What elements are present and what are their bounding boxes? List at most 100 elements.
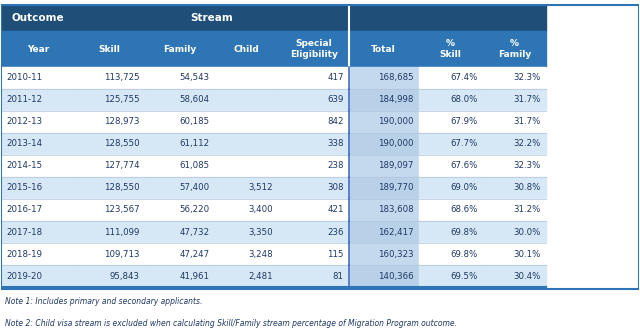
Bar (215, 177, 278, 199)
Bar (278, 133, 349, 155)
Bar (145, 177, 215, 199)
Text: 115: 115 (327, 250, 344, 259)
Text: 236: 236 (327, 228, 344, 237)
Bar (145, 155, 215, 177)
Text: 109,713: 109,713 (104, 250, 140, 259)
Text: 2019-20: 2019-20 (6, 272, 42, 281)
Bar (75, 5, 349, 32)
Text: 2018-19: 2018-19 (6, 250, 42, 259)
Bar (419, 133, 483, 155)
Bar (483, 221, 546, 243)
Bar (278, 89, 349, 111)
Bar (1, 199, 75, 221)
Text: 189,770: 189,770 (378, 184, 413, 192)
Text: 128,550: 128,550 (104, 184, 140, 192)
Text: 61,085: 61,085 (180, 162, 210, 170)
Bar (75, 221, 145, 243)
Text: 68.0%: 68.0% (450, 95, 477, 104)
Text: 69.0%: 69.0% (450, 184, 477, 192)
Bar (419, 243, 483, 265)
Text: Note 1: Includes primary and secondary applicants.: Note 1: Includes primary and secondary a… (4, 297, 202, 306)
Bar (419, 89, 483, 111)
Text: 2010-11: 2010-11 (6, 73, 43, 82)
Bar (278, 199, 349, 221)
Bar (419, 67, 483, 89)
Text: 68.6%: 68.6% (450, 206, 477, 215)
Text: 183,608: 183,608 (378, 206, 413, 215)
Bar (1, 111, 75, 133)
Bar (75, 265, 145, 287)
Bar (1, 5, 75, 32)
Text: 67.6%: 67.6% (450, 162, 477, 170)
Bar (75, 199, 145, 221)
Bar (215, 243, 278, 265)
Bar (349, 89, 419, 111)
Bar (145, 111, 215, 133)
Text: 127,774: 127,774 (104, 162, 140, 170)
Text: Child: Child (234, 45, 260, 54)
Bar (419, 111, 483, 133)
Text: 67.9%: 67.9% (450, 117, 477, 126)
Bar (145, 221, 215, 243)
Text: 190,000: 190,000 (378, 139, 413, 148)
Text: 168,685: 168,685 (378, 73, 413, 82)
Bar (215, 67, 278, 89)
Text: 69.8%: 69.8% (450, 228, 477, 237)
Bar (349, 243, 419, 265)
Text: %
Skill: % Skill (440, 39, 461, 59)
Text: 238: 238 (327, 162, 344, 170)
Bar (278, 221, 349, 243)
Bar (145, 133, 215, 155)
Text: Total: Total (371, 45, 396, 54)
Text: 2016-17: 2016-17 (6, 206, 43, 215)
Bar (278, 155, 349, 177)
Bar (419, 199, 483, 221)
Bar (75, 111, 145, 133)
Bar (349, 111, 419, 133)
Bar (75, 243, 145, 265)
Bar (215, 221, 278, 243)
Bar (483, 155, 546, 177)
Text: 69.5%: 69.5% (450, 272, 477, 281)
Bar (483, 111, 546, 133)
Bar (75, 177, 145, 199)
Bar (215, 265, 278, 287)
Bar (145, 265, 215, 287)
Text: 189,097: 189,097 (378, 162, 413, 170)
Bar (278, 177, 349, 199)
Text: 54,543: 54,543 (180, 73, 210, 82)
Bar (349, 67, 419, 89)
Bar (349, 177, 419, 199)
Bar (145, 199, 215, 221)
Bar (278, 243, 349, 265)
Bar (1, 265, 75, 287)
Text: Outcome: Outcome (12, 13, 65, 23)
Bar (278, 265, 349, 287)
Bar (419, 177, 483, 199)
Bar (215, 199, 278, 221)
Bar (349, 155, 419, 177)
Text: 128,973: 128,973 (104, 117, 140, 126)
Text: 184,998: 184,998 (378, 95, 413, 104)
Bar (278, 111, 349, 133)
Text: 57,400: 57,400 (180, 184, 210, 192)
Text: 30.8%: 30.8% (514, 184, 541, 192)
Text: 32.2%: 32.2% (514, 139, 541, 148)
Bar (483, 89, 546, 111)
Bar (1, 221, 75, 243)
Bar (349, 5, 419, 32)
Bar (349, 199, 419, 221)
Text: 32.3%: 32.3% (514, 162, 541, 170)
Text: Special
Eligibility: Special Eligibility (290, 39, 337, 59)
Text: 421: 421 (327, 206, 344, 215)
Text: 2015-16: 2015-16 (6, 184, 43, 192)
Text: 417: 417 (327, 73, 344, 82)
Text: 61,112: 61,112 (180, 139, 210, 148)
Bar (483, 5, 546, 32)
Bar (1, 133, 75, 155)
Text: 58,604: 58,604 (180, 95, 210, 104)
Text: Skill: Skill (99, 45, 121, 54)
Text: 95,843: 95,843 (109, 272, 140, 281)
Bar (75, 155, 145, 177)
Text: Note 2: Child visa stream is excluded when calculating Skill/Family stream perce: Note 2: Child visa stream is excluded wh… (4, 319, 456, 328)
